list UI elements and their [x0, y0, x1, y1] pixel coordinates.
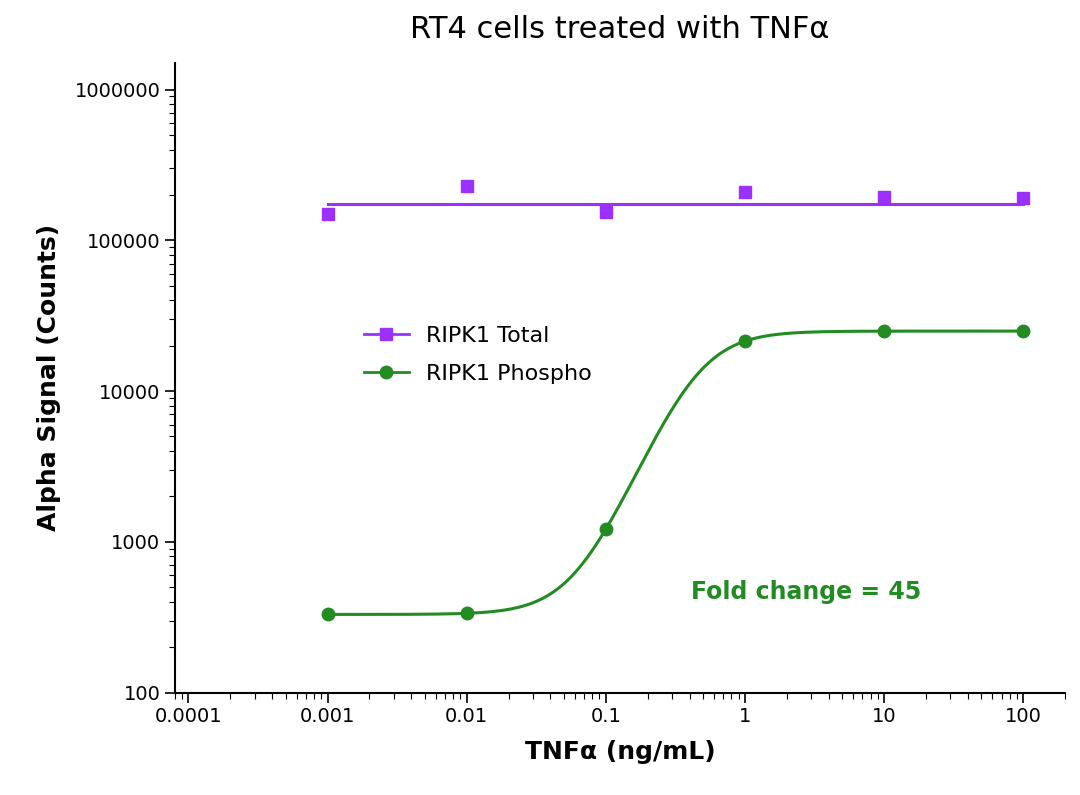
RIPK1 Total [599, 207, 612, 216]
RIPK1 Phospho [878, 327, 891, 336]
Y-axis label: Alpha Signal (Counts): Alpha Signal (Counts) [37, 224, 60, 531]
RIPK1 Phospho [460, 608, 473, 618]
Line: RIPK1 Total: RIPK1 Total [321, 180, 1029, 220]
RIPK1 Phospho [739, 336, 752, 346]
RIPK1 Phospho [321, 610, 334, 619]
RIPK1 Total [460, 181, 473, 191]
RIPK1 Total [739, 187, 752, 196]
Line: RIPK1 Phospho: RIPK1 Phospho [321, 325, 1029, 621]
RIPK1 Phospho [599, 525, 612, 534]
RIPK1 Total [1016, 193, 1029, 203]
RIPK1 Total [321, 209, 334, 219]
RIPK1 Total [878, 192, 891, 201]
RIPK1 Phospho [1016, 326, 1029, 335]
Text: Fold change = 45: Fold change = 45 [691, 580, 921, 603]
Legend: RIPK1 Total, RIPK1 Phospho: RIPK1 Total, RIPK1 Phospho [364, 326, 592, 384]
Title: RT4 cells treated with TNFα: RT4 cells treated with TNFα [410, 15, 829, 44]
X-axis label: TNFα (ng/mL): TNFα (ng/mL) [525, 740, 715, 764]
